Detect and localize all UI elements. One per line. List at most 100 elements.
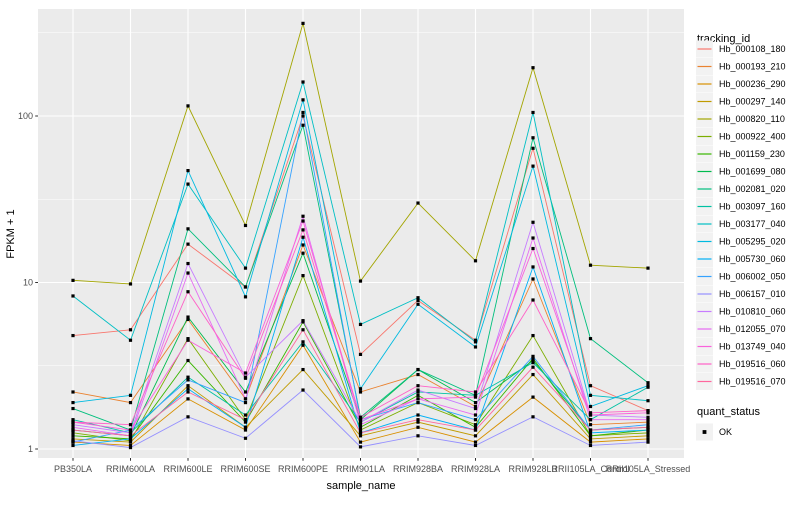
x-tick-label: RRIM600SE <box>220 464 270 474</box>
point-Hb_010810_060-RRII105LA_Stressed <box>646 415 650 419</box>
legend-item-Hb_002081_020: Hb_002081_020 <box>696 180 786 198</box>
point-Hb_003177_040-PB350LA <box>71 294 75 298</box>
point-Hb_006002_050-RRIM928BA <box>416 400 420 405</box>
point-Hb_013749_040-RRIM901LA <box>358 418 363 422</box>
y-axis-title: FPKM + 1 <box>5 209 17 258</box>
point-Hb_000297_140-RRII105LA_Stressed <box>646 434 650 438</box>
axes: 1 10 100 PB350LA RRIM600LA RRIM600LE RRIM600SE… <box>18 111 690 474</box>
point-Hb_000922_400-RRIM600LA <box>128 439 133 443</box>
legend-label: Hb_019516_060 <box>719 359 786 369</box>
point-Hb_019516_060-RRIM600LA <box>128 423 133 427</box>
point-Hb_019516_070-RRIM600SE <box>243 418 248 422</box>
point-Hb_019516_070-RRIM928LA <box>473 428 478 432</box>
legend-label: Hb_000236_290 <box>719 79 786 89</box>
point-Hb_006157_010-RRIM600PE <box>301 388 305 392</box>
legend-item-Hb_010810_060: Hb_010810_060 <box>696 303 786 320</box>
point-Hb_019516_060-RRIM928LA <box>473 390 478 394</box>
point-Hb_013749_040-RRIM600LE <box>186 338 190 342</box>
legend: Hb_000108_180 Hb_000193_210 Hb_000236_290 H… <box>696 40 786 441</box>
point-Hb_005730_060-RRIM928BA <box>416 413 420 417</box>
legend-label: Hb_013749_040 <box>719 342 786 352</box>
point-Hb_013749_040-RRIM600PE <box>301 219 305 223</box>
point-Hb_000820_110-RRIM928LB <box>531 66 535 70</box>
point-Hb_005730_060-RRIM600LE <box>186 387 190 391</box>
point-Hb_003097_160-RRIM600SE <box>243 413 248 417</box>
point-Hb_000193_210-RRII105LA_Stressed <box>646 420 650 424</box>
point-Hb_001159_230-RRIM600SE <box>243 420 248 424</box>
point-Hb_005730_060-PB350LA <box>71 443 75 448</box>
point-Hb_012055_070-RRIM600PE <box>301 214 305 218</box>
point-Hb_000108_180-RRIM901LA <box>358 352 363 356</box>
point-Hb_000922_400-RRIM928LB <box>531 333 535 338</box>
point-Hb_000820_110-RRIM600SE <box>243 223 248 228</box>
point-Hb_001159_230-RRII105LA_Control <box>588 434 593 438</box>
point-Hb_000297_140-RRII105LA_Control <box>588 437 593 441</box>
legend-item-Hb_001699_080: Hb_001699_080 <box>696 163 786 180</box>
point-Hb_000236_290-RRIM600LA <box>128 443 133 448</box>
x-axis-title: sample_name <box>326 480 395 492</box>
legend-item-Hb_005730_060: Hb_005730_060 <box>696 250 786 268</box>
point-Hb_001159_230-RRIM600LE <box>186 358 190 363</box>
point-Hb_000108_180-PB350LA <box>71 333 75 338</box>
point-Hb_005730_060-RRII105LA_Control <box>588 431 593 435</box>
point-Hb_000108_180-RRIM600LE <box>186 242 190 246</box>
point-Hb_003097_160-RRIM928LB <box>531 361 535 365</box>
point-Hb_000236_290-RRIM901LA <box>358 440 363 444</box>
point-Hb_001159_230-RRIM928LA <box>473 425 478 429</box>
legend-item-Hb_006157_010: Hb_006157_010 <box>696 285 786 303</box>
point-Hb_019516_060-RRIM600PE <box>301 228 305 232</box>
point-Hb_019516_070-RRIM600PE <box>301 328 305 332</box>
point-Hb_005730_060-RRIM600LA <box>128 437 133 441</box>
legend-item-Hb_000297_140: Hb_000297_140 <box>696 93 786 110</box>
point-Hb_019516_070-RRII105LA_Control <box>588 428 593 432</box>
point-Hb_003177_040-RRIM600SE <box>243 266 248 270</box>
legend-label: Hb_005295_020 <box>719 237 786 247</box>
legend-item-Hb_013749_040: Hb_013749_040 <box>696 338 786 355</box>
point-Hb_000297_140-RRIM928BA <box>416 420 420 424</box>
point-Hb_010810_060-RRIM600LA <box>128 431 133 435</box>
x-tick-label: RRIM600LE <box>163 464 212 474</box>
legend-label: Hb_012055_070 <box>719 324 786 334</box>
point-Hb_003177_040-RRIM901LA <box>358 322 363 327</box>
point-Hb_019516_070-RRIM901LA <box>358 431 363 435</box>
point-Hb_005295_020-RRIM600LA <box>128 393 133 397</box>
point-Hb_005730_060-RRII105LA_Stressed <box>646 428 650 432</box>
point-Hb_010810_060-PB350LA <box>71 423 75 427</box>
point-Hb_000236_290-RRII105LA_Control <box>588 440 593 444</box>
point-Hb_006002_050-RRIM928LB <box>531 354 535 358</box>
point-Hb_019516_070-RRIM600LA <box>128 434 133 438</box>
point-Hb_000236_290-RRIM600PE <box>301 343 305 347</box>
point-Hb_000193_210-RRIM901LA <box>358 390 363 394</box>
point-Hb_000236_290-RRIM600SE <box>243 428 248 432</box>
point-Hb_003177_040-RRIM600LE <box>186 182 190 186</box>
point-Hb_002081_020-RRIM600PE <box>301 123 305 127</box>
point-Hb_019516_060-RRIM600SE <box>243 376 248 380</box>
legend-item-Hb_000193_210: Hb_000193_210 <box>696 58 786 75</box>
point-Hb_001159_230-RRIM928LB <box>531 356 535 361</box>
point-Hb_010810_060-RRIM901LA <box>358 420 363 424</box>
point-Hb_002081_020-RRIM928BA <box>416 367 420 372</box>
point-Hb_003177_040-RRIM600LA <box>128 338 133 342</box>
legend-item-Hb_003097_160: Hb_003097_160 <box>696 198 786 215</box>
point-Hb_006157_010-RRIM600SE <box>243 436 248 440</box>
point-Hb_002081_020-RRIM600LE <box>186 227 190 231</box>
point-Hb_006002_050-RRIM600PE <box>301 110 305 115</box>
legend-label: Hb_005730_060 <box>719 254 786 264</box>
legend-item-Hb_019516_060: Hb_019516_060 <box>696 355 786 373</box>
point-Hb_000108_180-RRIM928BA <box>416 298 420 303</box>
point-Hb_006157_010-RRIM901LA <box>358 445 363 449</box>
data-points <box>71 21 650 450</box>
x-tick-label: RRIM928LA <box>451 464 500 474</box>
point-Hb_000108_180-RRII105LA_Control <box>588 384 593 388</box>
point-Hb_000108_180-RRIM928LA <box>473 338 478 342</box>
point-Hb_001699_080-RRIM600LE <box>186 315 190 319</box>
legend-label: Hb_006002_050 <box>719 272 786 282</box>
point-Hb_005295_020-PB350LA <box>71 400 75 405</box>
point-Hb_000922_400-RRIM600PE <box>301 274 305 278</box>
point-Hb_012055_070-RRIM600SE <box>243 397 248 401</box>
point-Hb_000236_290-RRIM928BA <box>416 425 420 429</box>
point-Hb_003097_160-RRIM600LE <box>186 375 190 379</box>
point-Hb_002081_020-RRII105LA_Control <box>588 337 593 341</box>
point-Hb_010810_060-RRIM928LB <box>531 220 535 224</box>
point-Hb_006002_050-RRIM600SE <box>243 400 248 405</box>
